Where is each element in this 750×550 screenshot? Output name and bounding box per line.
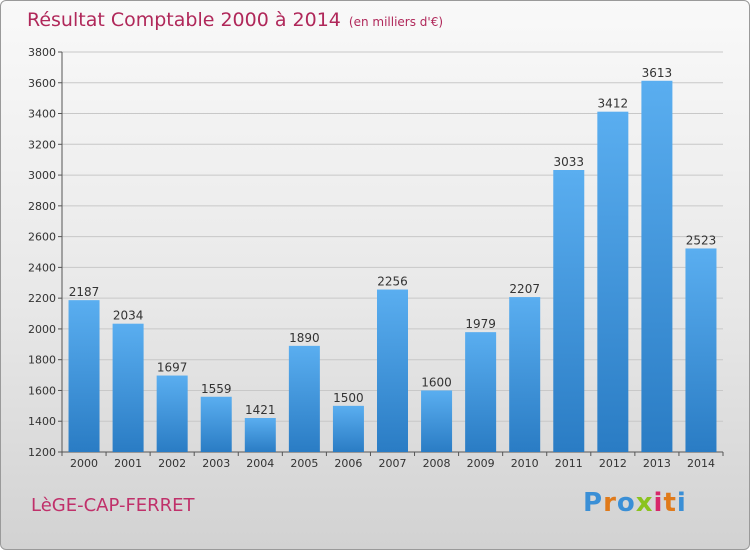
bar: [332, 405, 364, 452]
x-tick-label: 2007: [379, 457, 407, 470]
x-tick-label: 2003: [202, 457, 230, 470]
bar-value-label: 2187: [69, 285, 100, 299]
x-tick-label: 2011: [555, 457, 583, 470]
y-tick-label: 1200: [28, 446, 56, 459]
bar-value-label: 2523: [686, 233, 717, 247]
bar-value-label: 3033: [553, 155, 584, 169]
bar: [597, 111, 629, 452]
y-tick-label: 2800: [28, 200, 56, 213]
x-tick-label: 2012: [599, 457, 627, 470]
proxiti-logo: Proxiti: [583, 488, 687, 518]
y-tick-label: 2400: [28, 261, 56, 274]
y-tick-label: 1400: [28, 415, 56, 428]
y-tick-label: 2000: [28, 323, 56, 336]
bar-value-label: 3613: [642, 66, 673, 80]
y-tick-label: 3600: [28, 77, 56, 90]
y-tick-label: 3800: [28, 46, 56, 59]
x-tick-label: 2002: [158, 457, 186, 470]
x-tick-label: 2006: [334, 457, 362, 470]
x-tick-label: 2000: [70, 457, 98, 470]
bar: [509, 297, 541, 452]
logo-letter: i: [653, 488, 664, 518]
y-tick-label: 3200: [28, 138, 56, 151]
bar: [200, 396, 232, 452]
bar: [553, 170, 585, 452]
bar: [377, 289, 408, 452]
bar: [244, 418, 276, 452]
logo-letter: t: [663, 488, 677, 518]
bar-value-label: 1697: [157, 361, 188, 375]
x-tick-label: 2001: [114, 457, 142, 470]
logo-letter: o: [616, 488, 636, 518]
logo-letter: r: [603, 488, 617, 518]
chart-title-text: Résultat Comptable 2000 à 2014: [27, 9, 341, 31]
place-name: LèGE-CAP-FERRET: [31, 495, 195, 516]
bar: [112, 323, 144, 452]
y-tick-label: 3400: [28, 108, 56, 121]
bar-value-label: 2207: [509, 282, 540, 296]
bar: [288, 345, 320, 452]
logo-letter: x: [635, 488, 654, 518]
y-tick-label: 1800: [28, 354, 56, 367]
y-tick-labels: 1200 1400 1600 1800 2000 2200 2400 2600 2800 3000…: [28, 46, 56, 459]
bar-value-label: 1890: [289, 331, 320, 345]
bar: [465, 332, 497, 452]
y-tick-label: 2200: [28, 292, 56, 305]
x-tick-label: 2009: [467, 457, 495, 470]
bar-value-label: 1500: [333, 391, 364, 405]
x-tick-labels: 2000 2001 2002 2003 2004 2005 2006 2007 2008 2009…: [70, 457, 715, 470]
bar-value-label: 1979: [465, 317, 496, 331]
bar: [156, 375, 188, 452]
data-labels: 2187 2034 1697 1559 1421 1890 1500 2256 1600 1979…: [69, 66, 716, 417]
bar-value-label: 3412: [598, 97, 629, 111]
bar: [641, 80, 673, 453]
x-tick-label: 2013: [643, 457, 671, 470]
y-tick-label: 3000: [28, 169, 56, 182]
chart-subtitle: (en milliers d'€): [348, 15, 444, 29]
bar: [421, 390, 453, 452]
logo-letter: P: [583, 488, 604, 518]
x-tick-label: 2008: [423, 457, 451, 470]
chart-title: Résultat Comptable 2000 à 2014 (en millie…: [27, 9, 443, 31]
logo-letter: i: [676, 488, 687, 518]
x-tick-label: 2004: [246, 457, 274, 470]
bars: [68, 80, 717, 453]
y-tick-label: 1600: [28, 384, 56, 397]
bar-value-label: 2256: [377, 275, 408, 289]
bar-value-label: 1559: [201, 382, 232, 396]
bar: [685, 248, 717, 452]
bar-value-label: 1421: [245, 403, 276, 417]
bar-value-label: 2034: [113, 309, 144, 323]
bar-value-label: 1600: [421, 375, 452, 389]
y-tick-label: 2600: [28, 231, 56, 244]
x-tick-label: 2005: [290, 457, 318, 470]
x-tick-label: 2010: [511, 457, 539, 470]
x-tick-label: 2014: [687, 457, 715, 470]
bar: [68, 300, 100, 452]
